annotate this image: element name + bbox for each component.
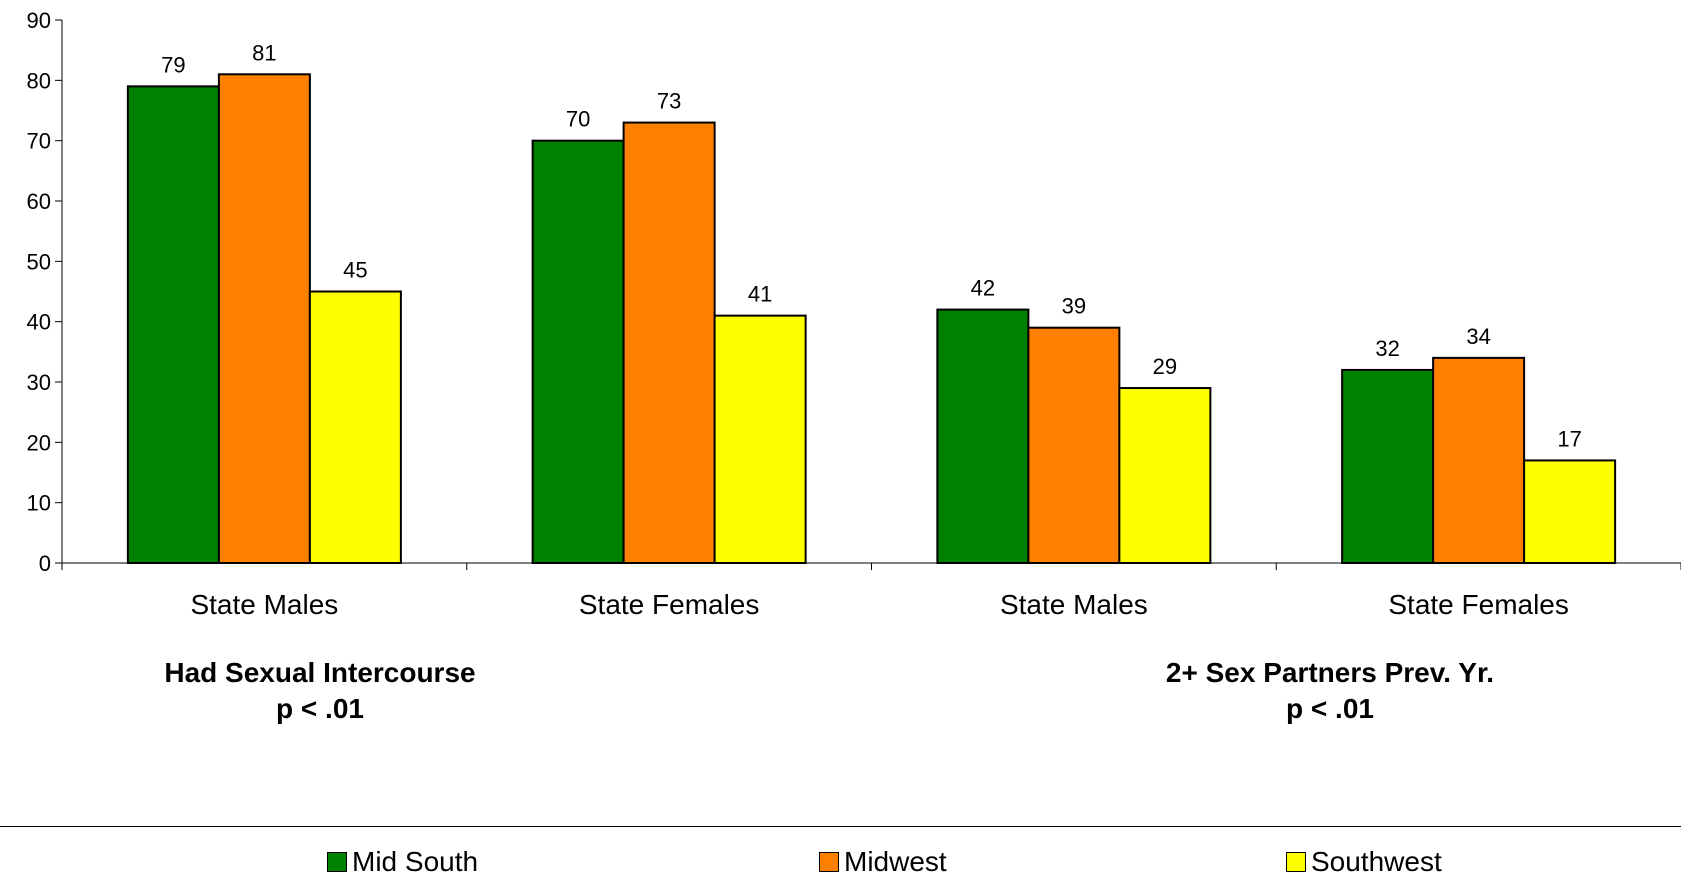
y-tick-label: 80: [27, 68, 51, 93]
legend-label: Midwest: [844, 846, 947, 877]
bar-value-label: 42: [971, 276, 995, 301]
group-caption-title: 2+ Sex Partners Prev. Yr.: [1165, 657, 1495, 688]
bar: [1432, 356, 1526, 564]
bar-data-labels: 79 70 42 32 81 73 39 34 45 41 29 17: [161, 40, 1582, 451]
group-caption-partners: 2+ Sex Partners Prev. Yr. p < .01: [1140, 655, 1520, 727]
legend-divider: [0, 826, 1681, 827]
y-tick-label: 40: [27, 310, 51, 335]
bar: [1523, 459, 1617, 564]
bar: [713, 314, 807, 564]
bars: [126, 73, 1617, 565]
bar-value-label: 41: [748, 282, 772, 307]
x-category-label: State Males: [190, 589, 338, 620]
x-category-label: State Females: [579, 589, 760, 620]
legend-label: Mid South: [352, 846, 479, 877]
bar: [936, 308, 1030, 564]
legend-swatch: [1286, 852, 1306, 872]
legend-item-southwest: Southwest: [1286, 846, 1442, 878]
y-axis: 0 10 20 30 40 50 60 70 80 90: [27, 8, 63, 576]
y-tick-label: 10: [27, 491, 51, 516]
group-caption-title: Had Sexual Intercourse: [164, 657, 476, 688]
bar-value-label: 34: [1466, 324, 1490, 349]
bar-value-label: 73: [657, 89, 681, 114]
group-caption-pvalue: p < .01: [1286, 693, 1374, 724]
legend-item-mid-south: Mid South: [327, 846, 478, 878]
legend-label: Southwest: [1311, 846, 1442, 877]
bar: [1118, 387, 1212, 564]
legend-swatch: [819, 852, 839, 872]
bar-value-label: 70: [566, 107, 590, 132]
y-tick-label: 60: [27, 189, 51, 214]
bar: [217, 73, 311, 565]
bar-value-label: 79: [161, 52, 185, 77]
y-tick-label: 30: [27, 370, 51, 395]
bar-value-label: 17: [1557, 426, 1581, 451]
bar: [126, 85, 220, 564]
bar-value-label: 32: [1375, 336, 1399, 361]
x-axis: State Males State Females State Males State…: [61, 562, 1681, 620]
legend-item-midwest: Midwest: [819, 846, 947, 878]
group-caption-pvalue: p < .01: [276, 693, 364, 724]
x-category-label: State Males: [1000, 589, 1148, 620]
group-caption-intercourse: Had Sexual Intercourse p < .01: [140, 655, 500, 727]
bar: [1027, 326, 1121, 565]
bar-value-label: 81: [252, 40, 276, 65]
x-category-label: State Females: [1388, 589, 1569, 620]
bar-value-label: 45: [343, 258, 367, 283]
y-tick-label: 70: [27, 129, 51, 154]
y-tick-label: 90: [27, 8, 51, 33]
bar-value-label: 29: [1153, 354, 1177, 379]
bar: [622, 121, 716, 564]
y-tick-label: 0: [39, 551, 51, 576]
bar: [308, 290, 402, 564]
y-tick-label: 20: [27, 430, 51, 455]
bar: [1341, 368, 1435, 564]
bar-value-label: 39: [1062, 294, 1086, 319]
legend: Mid South Midwest Southwest: [0, 846, 1681, 877]
y-tick-label: 50: [27, 249, 51, 274]
bar: [531, 139, 625, 565]
legend-swatch: [327, 852, 347, 872]
